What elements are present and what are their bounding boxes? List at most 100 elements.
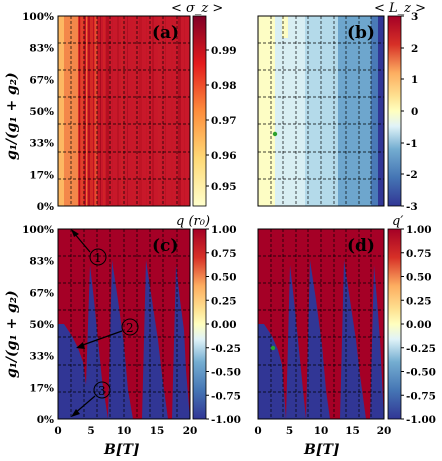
panel-d-marker [270,345,276,351]
panel-a-streak [84,16,87,206]
panel-c-blue-region-2 [118,395,126,419]
colorbar-tick-label: 0.25 [406,295,432,307]
panel-b-marker [272,131,278,137]
panel-a-label: (a) [152,23,179,43]
colorbar-tick-label: 0.75 [406,248,432,260]
panel-d-grid [258,229,384,419]
x-tick-label: 20 [377,425,392,437]
x-tick-label: 0 [254,425,261,437]
x-tick-label: 0 [54,425,61,437]
panel-b-band-1 [275,16,305,206]
panel-a-streak [117,16,119,206]
x-tick-label: 20 [183,425,198,437]
panel-a-streak [158,16,161,206]
colorbar-tick-label: -0.50 [211,367,241,379]
panel-b-band-2 [305,16,338,206]
annotation-2: 2 [76,318,139,349]
cb-a-tick-0: 0.95 [211,181,237,193]
y-tick-label: 67% [29,287,54,299]
panel-a-colorbar: 0.95 0.96 0.97 0.98 0.99 [192,15,237,207]
y-ticks-bottom: 0% 17% 33% 50% 67% 83% 100% [22,224,54,426]
cb-a-tick-4: 0.99 [211,45,237,57]
panel-a-streak [112,16,113,206]
annotation-3-label: 3 [98,384,106,398]
colorbar-tick-label: -0.75 [406,390,436,402]
y-axis-label-bottom: g₁/(g₁ + g₂) [4,290,20,378]
colorbar-a-title: < σ_z > [171,1,223,16]
x-ticks-c: 0 5 10 15 20 [54,425,197,437]
cb-b-tick-2: -1 [406,138,418,150]
cb-b-tick-4: 1 [411,74,418,86]
y-tick-label: 67% [29,74,54,86]
x-tick-label: 10 [314,425,329,437]
panel-a-streak [133,16,135,206]
colorbar-c-title: q (r₀) [176,214,210,229]
y-tick-label: 100% [22,11,54,23]
x-tick-label: 15 [150,425,165,437]
panel-b-frame [257,15,385,207]
colorbar-tick-label: -0.75 [211,390,241,402]
colorbar-tick-label: 0.00 [406,319,432,331]
colorbar-tick-label: -1.00 [406,414,436,426]
panel-b: (b) -3 -2 -1 0 1 2 3 < L_z > [257,1,426,213]
cb-b-tick-3: 0 [411,106,418,118]
colorbar-tick-label: 1.00 [211,224,237,236]
panel-b-band-3 [338,16,371,206]
y-tick-label: 17% [29,382,54,394]
cb-b-tick-5: 2 [411,43,418,55]
y-tick-label: 0% [37,414,54,426]
panel-a-grid [58,16,190,206]
y-tick-label: 33% [29,138,54,150]
panel-a-streak [139,16,142,206]
panel-b-colorbar: -3 -2 -1 0 1 2 3 [387,11,418,213]
y-tick-label: 83% [29,43,54,55]
y-tick-label: 0% [37,201,54,213]
panel-a-streak [81,16,83,206]
x-tick-label: 10 [117,425,132,437]
panel-a-streak [106,16,109,206]
y-axis-label-top: g₁/(g₁ + g₂) [4,72,20,160]
panel-a-streak [171,16,173,206]
colorbar-tick-label: 0.75 [211,248,237,260]
cb-a-tick-1: 0.96 [211,150,237,162]
panel-a-streak [97,16,100,206]
colorbar-tick-label: 0.50 [211,272,237,284]
panel-b-grid [258,16,384,206]
panel-b-band-5 [378,16,384,206]
cb-b-tick-6: 3 [411,11,418,23]
panel-d-label: (d) [347,236,375,256]
cb-a-tick-2: 0.97 [211,115,237,127]
panel-a-low-b-edge [58,16,64,206]
panel-b-wedge [282,16,288,38]
panel-a-streak [103,16,105,206]
x-axis-label-right: B[T] [303,442,340,458]
annotation-1-label: 1 [94,251,102,265]
x-ticks-d: 0 5 10 15 20 [254,425,391,437]
colorbar-tick-label: -1.00 [211,414,241,426]
panel-a-streak [88,16,90,206]
colorbar-tick-label: 0.00 [211,319,237,331]
panel-a-streak [165,16,166,206]
annotation-2-label: 2 [126,321,134,335]
panel-a-streak [146,16,147,206]
panel-b-label: (b) [347,23,375,43]
panel-c-blue-region [58,260,190,419]
annotation-1: 1 [71,229,107,266]
colorbar-tick-label: -0.25 [406,343,436,355]
colorbar-tick-label: 0.50 [406,272,432,284]
panel-a-streak [152,16,154,206]
panel-a-frame [57,15,191,207]
y-tick-label: 100% [22,224,54,236]
y-tick-label: 17% [29,169,54,181]
panel-a-streak [100,16,101,206]
colorbar-tick-label: -0.25 [211,343,241,355]
colorbar-tick-label: 0.25 [211,295,237,307]
panel-c: 1 2 3 (c) 1.00 0.75 0.50 0.25 0.00 -0.25 -0.50… [57,214,241,426]
y-tick-label: 50% [29,106,54,118]
colorbar-d-title: q′ [392,214,403,229]
panel-c-colorbar: 1.00 0.75 0.50 0.25 0.00 -0.25 -0.50 -0.75 -1.00 [192,224,241,426]
panel-a-streaks [79,16,185,206]
colorbar-b-title: < L_z > [374,1,426,16]
panel-d-frame [257,228,385,420]
